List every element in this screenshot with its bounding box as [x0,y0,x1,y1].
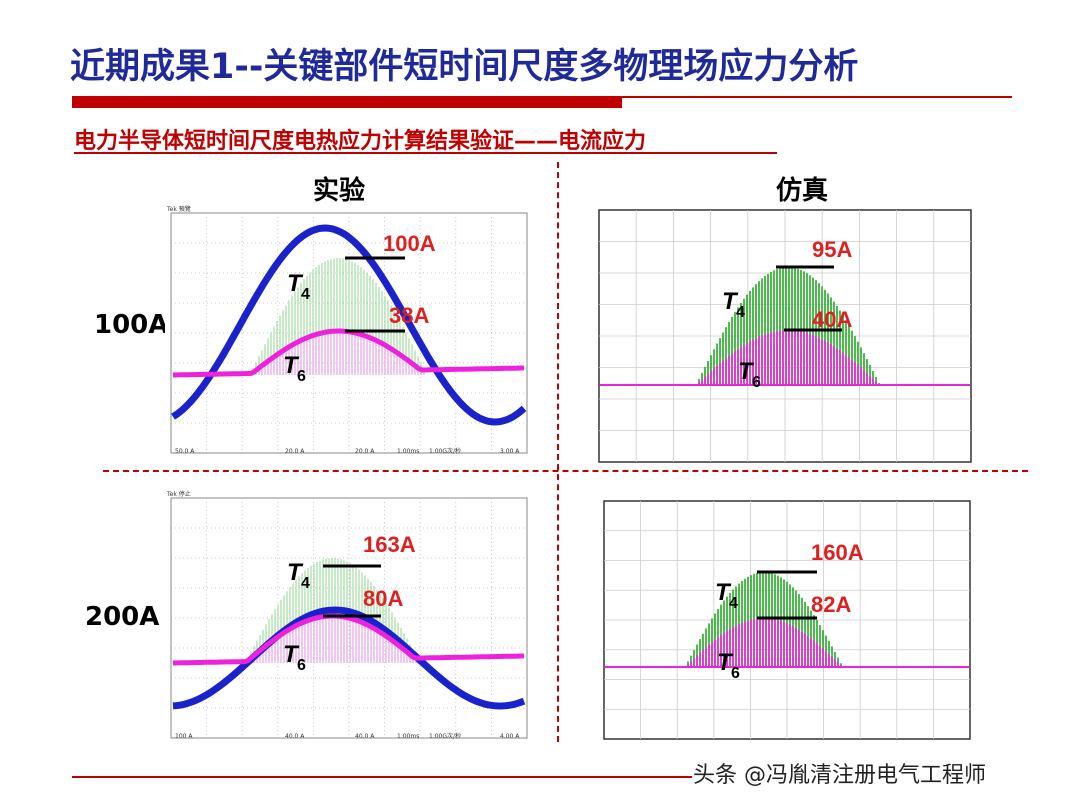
sine-trace [172,606,526,710]
vertical-divider [557,162,559,742]
column-header-experiment: 实验 [313,176,366,206]
t6-subscript: 6 [752,374,761,391]
t4-value-label: 95A [812,237,852,262]
scope-status: Tek 預覽 [166,205,191,213]
t4-label: T [287,270,304,297]
svg-text:1.00ms: 1.00ms [397,448,419,455]
t4-value-label: 100A [383,231,436,256]
t6-value-label: 80A [363,586,403,611]
sine-trace [171,224,527,426]
watermark: 头条 @冯胤清注册电气工程师 [693,763,986,788]
t6-value-label: 82A [811,592,851,617]
scope-status: Tek 停止 [166,490,191,498]
t6-label: T [717,649,734,676]
t4-value-label: 163A [363,532,416,557]
t6-value-label: 40A [812,307,852,332]
t4-subscript: 4 [301,575,310,592]
t6-envelope [172,613,524,666]
sim-panel-100a: 95A 40A T 4 T 6 [598,209,972,463]
t6-value-label: 38A [389,303,429,328]
t6-trace [698,330,880,385]
svg-text:50.0 A: 50.0 A [175,448,195,455]
t4-subscript: 4 [736,304,745,321]
column-header-simulation: 仿真 [776,176,829,206]
t6-subscript: 6 [297,657,306,674]
svg-text:40.0 A: 40.0 A [355,733,375,740]
svg-text:3.00 A: 3.00 A [500,448,520,455]
horizontal-divider [103,470,1028,472]
t4-subscript: 4 [301,286,310,303]
page-subtitle: 电力半导体短时间尺度电热应力计算结果验证——电流应力 [74,129,647,154]
sim-panel-200a: 160A 82A T 4 T 6 [603,500,971,740]
sim-grid [604,501,970,739]
title-underline-bar [72,96,622,108]
svg-text:1.00G次/秒: 1.00G次/秒 [429,732,461,740]
scope-panel-100a: 100A 38A T 4 T 6 Tek 預覽 50.0 A 20.0 A 20… [165,203,531,461]
svg-text:20.0 A: 20.0 A [355,448,375,455]
title-underline-thin [622,96,1012,98]
t4-value-label: 160A [811,540,864,565]
t6-trace [687,618,842,667]
t6-subscript: 6 [297,368,306,385]
row-label-100a: 100A [94,310,169,340]
row-label-200a: 200A [85,602,160,632]
scope-readout: 50.0 A 20.0 A 20.0 A 1.00ms 1.00G次/秒 3.0… [175,447,520,455]
page-title: 近期成果1--关键部件短时间尺度多物理场应力分析 [70,47,859,87]
t6-label: T [738,358,755,385]
t4-label: T [287,559,304,586]
svg-text:1.00G次/秒: 1.00G次/秒 [429,447,461,455]
scope-readout: 100 A 40.0 A 40.0 A 1.00ms 1.00G次/秒 4.00… [175,732,520,740]
svg-text:100 A: 100 A [175,733,193,740]
sim-grid [599,210,971,462]
t6-label: T [283,641,300,668]
t4-label: T [722,288,739,315]
scope-panel-200a: 163A 80A T 4 T 6 Tek 停止 100 A 40.0 A 40.… [165,488,531,746]
t4-subscript: 4 [729,595,738,612]
footer-line [72,776,692,778]
t6-trace [247,616,420,663]
svg-text:1.00ms: 1.00ms [397,733,419,740]
t6-subscript: 6 [731,665,740,682]
svg-text:40.0 A: 40.0 A [285,733,305,740]
t6-label: T [283,352,300,379]
subtitle-underline [74,152,777,154]
t4-label: T [715,579,732,606]
svg-text:20.0 A: 20.0 A [285,448,305,455]
svg-text:4.00 A: 4.00 A [500,733,520,740]
